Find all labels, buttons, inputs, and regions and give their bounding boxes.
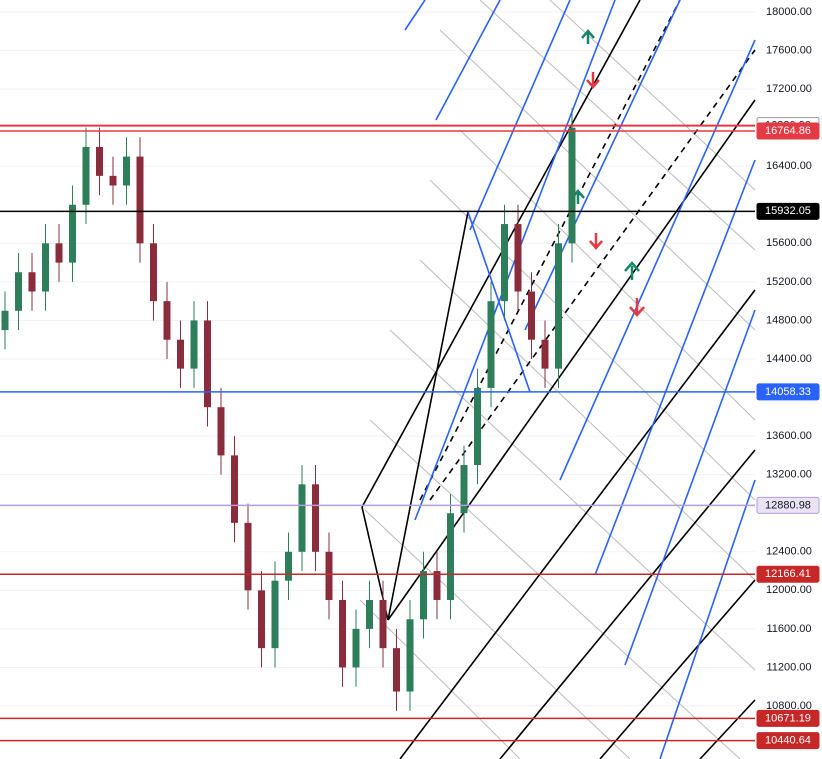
level-label: 15932.05 bbox=[765, 205, 811, 217]
candle-body bbox=[568, 127, 576, 244]
candle-body bbox=[541, 339, 549, 369]
candle-body bbox=[150, 243, 157, 302]
y-tick-label: 11600.00 bbox=[766, 623, 811, 635]
y-tick-label: 14400.00 bbox=[766, 353, 812, 365]
candle-body bbox=[298, 484, 306, 552]
level-label-box bbox=[756, 496, 820, 514]
candle-body bbox=[244, 522, 252, 591]
candle-body bbox=[82, 146, 90, 205]
candle-body bbox=[312, 484, 319, 552]
candle-body bbox=[123, 156, 130, 186]
y-tick-label: 12400.00 bbox=[766, 546, 812, 558]
candle-body bbox=[420, 571, 427, 620]
y-tick-label: 18000.00 bbox=[766, 6, 812, 18]
candle-body bbox=[69, 204, 76, 263]
candle-body bbox=[217, 407, 225, 456]
candle-body bbox=[109, 175, 117, 186]
candle-body bbox=[258, 590, 265, 649]
candle-body bbox=[555, 243, 562, 369]
candle-body bbox=[325, 551, 333, 600]
candle-body bbox=[447, 513, 454, 600]
candle-body bbox=[285, 551, 292, 581]
y-tick-label: 15200.00 bbox=[766, 276, 812, 288]
candle-body bbox=[271, 580, 279, 649]
candle-body bbox=[96, 146, 103, 176]
y-tick-label: 13600.00 bbox=[766, 430, 812, 442]
candle-body bbox=[487, 301, 495, 388]
candle-body bbox=[163, 301, 171, 340]
y-tick-label: 16400.00 bbox=[766, 160, 812, 172]
level-label-box bbox=[756, 202, 820, 220]
y-tick-label: 14800.00 bbox=[766, 314, 812, 326]
candle-body bbox=[379, 599, 387, 649]
candle-body bbox=[15, 272, 22, 311]
candle-body bbox=[501, 224, 508, 302]
candle-body bbox=[528, 291, 535, 340]
candle-body bbox=[406, 619, 414, 692]
candle-body bbox=[28, 272, 36, 292]
candle-body bbox=[136, 156, 144, 244]
candle-body bbox=[514, 224, 522, 292]
candle-body bbox=[1, 310, 9, 331]
level-label-box bbox=[756, 565, 820, 583]
candle-body bbox=[366, 599, 373, 629]
candle-body bbox=[433, 571, 441, 600]
level-label-box bbox=[756, 122, 820, 140]
candle-body bbox=[190, 320, 198, 369]
candle-body bbox=[474, 387, 481, 466]
candle-body bbox=[352, 628, 360, 668]
candle-body bbox=[460, 465, 468, 514]
level-label: 12880.98 bbox=[765, 499, 811, 511]
y-tick-label: 11200.00 bbox=[766, 661, 811, 673]
level-label: 10440.64 bbox=[765, 735, 811, 747]
y-tick-label: 17200.00 bbox=[766, 83, 812, 95]
candle-body bbox=[42, 243, 49, 292]
candle-body bbox=[55, 243, 63, 263]
y-tick-label: 12000.00 bbox=[766, 584, 812, 596]
level-label-box bbox=[756, 709, 820, 727]
level-label: 10671.19 bbox=[765, 712, 811, 724]
drawings bbox=[359, 0, 756, 759]
candle-body bbox=[339, 599, 346, 668]
candle-body bbox=[177, 339, 184, 369]
level-label-box bbox=[756, 383, 820, 401]
candle-body bbox=[204, 320, 211, 408]
y-tick-label: 15600.00 bbox=[766, 237, 812, 249]
level-label: 16764.86 bbox=[765, 125, 811, 137]
y-tick-label: 13200.00 bbox=[766, 469, 812, 481]
y-tick-label: 10800.00 bbox=[766, 700, 812, 712]
level-label: 12166.41 bbox=[765, 568, 811, 580]
candle-body bbox=[393, 648, 400, 692]
grid bbox=[0, 11, 755, 707]
y-tick-label: 17600.00 bbox=[766, 44, 812, 56]
level-label: 14058.33 bbox=[765, 386, 811, 398]
level-label-box bbox=[756, 732, 820, 750]
candle-body bbox=[231, 455, 238, 523]
